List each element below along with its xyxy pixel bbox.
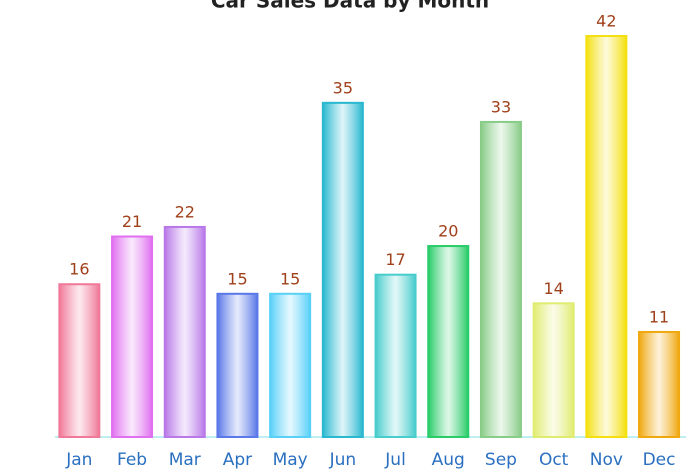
bar [532,302,575,439]
bar [163,225,206,438]
value-label: 33 [491,97,511,116]
value-label: 15 [280,269,300,288]
x-tick-label: Jan [65,450,92,470]
x-tick-label: Mar [169,450,201,470]
value-label: 35 [333,78,353,97]
bar [58,283,101,438]
bar [479,120,522,439]
value-label: 11 [649,307,669,326]
bar [427,245,470,438]
x-tick-label: Dec [643,450,676,470]
value-label: 14 [543,279,563,298]
x-tick-label: Oct [539,450,569,470]
value-label: 42 [596,12,616,31]
bar [111,235,154,438]
x-tick-label: Jul [384,450,406,470]
value-label: 21 [122,212,142,231]
x-tick-label: Aug [432,450,465,470]
x-tick-label: Feb [117,450,147,470]
x-tick-label: Jun [329,450,357,470]
x-tick-label: Nov [590,450,623,470]
chart-title: Car Sales Data by Month [211,0,489,13]
bar [374,273,417,439]
x-tick-label: May [273,450,308,470]
x-tick-label: Apr [223,450,252,470]
bar [321,101,364,438]
value-label: 15 [227,269,247,288]
value-label: 20 [438,222,458,241]
bar [269,292,312,438]
bar [216,292,259,438]
bar [638,330,681,439]
value-label: 17 [385,250,405,269]
value-label: 16 [69,260,89,279]
x-tick-label: Sep [485,450,517,470]
value-label: 22 [175,202,195,221]
bar [585,35,628,438]
